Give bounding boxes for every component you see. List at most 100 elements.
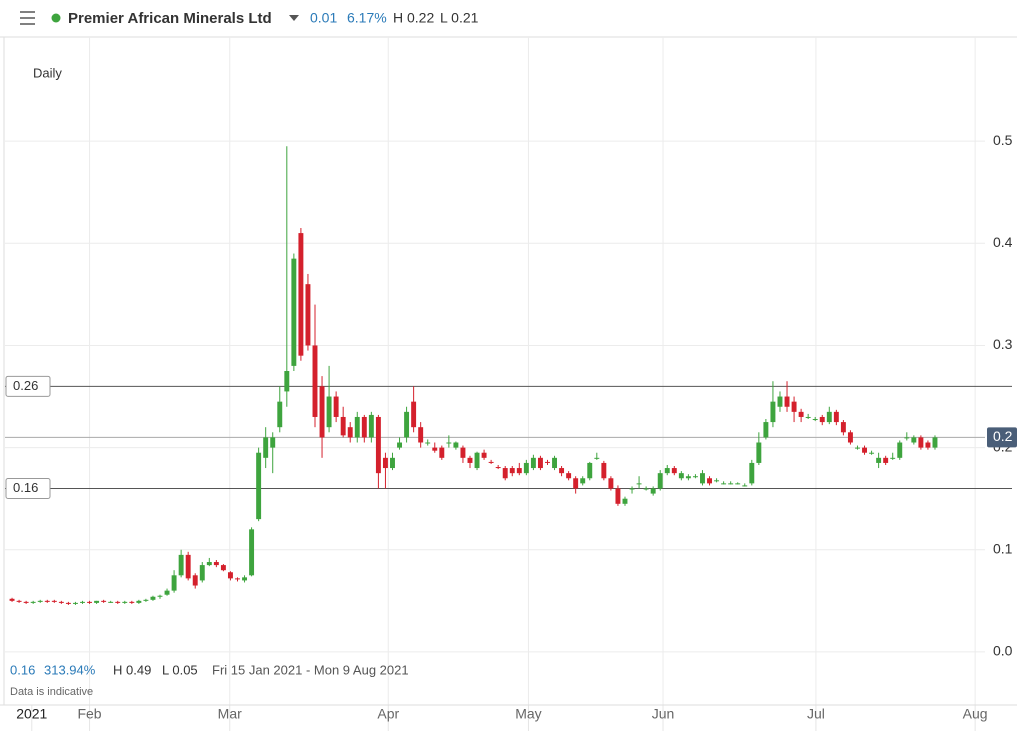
candle-body xyxy=(397,442,403,448)
x-tick-label: Apr xyxy=(377,706,399,722)
candle-body xyxy=(375,416,381,474)
candle-body xyxy=(94,600,100,603)
candle-body xyxy=(735,483,741,485)
interval-label: Daily xyxy=(33,65,62,80)
candle-body xyxy=(270,437,276,448)
candle-body xyxy=(143,599,149,601)
level-tag xyxy=(5,477,51,499)
candle-body xyxy=(425,442,431,444)
candle-body xyxy=(728,483,734,485)
instrument-name[interactable]: Premier African Minerals Ltd xyxy=(68,10,272,27)
candle-body xyxy=(65,602,71,604)
candle-body xyxy=(58,601,64,603)
candle-body xyxy=(918,437,924,448)
x-tick-label: Feb xyxy=(77,706,101,722)
candle-body xyxy=(220,565,226,571)
candle-body xyxy=(284,371,290,392)
candle-body xyxy=(692,476,698,478)
last-price-tag xyxy=(987,427,1017,448)
candle-body xyxy=(770,401,776,423)
summary-last: 0.16 xyxy=(10,662,35,677)
header-low: L 0.21 xyxy=(440,10,479,26)
candle-body xyxy=(714,480,720,482)
status-dot xyxy=(51,13,61,23)
candle-body xyxy=(819,416,825,423)
candle-body xyxy=(150,596,156,600)
menu-icon[interactable] xyxy=(20,11,35,25)
candle-body xyxy=(883,457,889,463)
summary-change: 313.94% xyxy=(44,662,96,677)
candle-body xyxy=(721,483,727,485)
candle-body xyxy=(636,483,642,485)
candle-body xyxy=(678,473,684,479)
y-tick-label: 0.0 xyxy=(993,643,1013,659)
candle-body xyxy=(432,447,438,451)
x-tick-label: Mar xyxy=(218,706,242,722)
candle-body xyxy=(354,416,360,438)
candle-body xyxy=(242,577,248,581)
summary-high: H 0.49 xyxy=(113,662,151,677)
candle-body xyxy=(840,422,846,433)
x-tick-label: May xyxy=(515,706,541,722)
candle-body xyxy=(206,562,212,566)
header-high: H 0.22 xyxy=(393,10,434,26)
plot: 0.0 0.1 0.2 0.3 0.4 0.5 2021 Feb Mar Apr May Jun Jul… xyxy=(5,37,1017,731)
candle-body xyxy=(897,442,903,458)
candle-body xyxy=(904,437,910,439)
dropdown-arrow[interactable] xyxy=(289,15,299,21)
candle-body xyxy=(23,601,29,603)
candle-body xyxy=(368,414,374,438)
candle-body xyxy=(502,468,508,479)
candle-body xyxy=(650,488,656,494)
candle-body xyxy=(51,600,57,602)
candle-body xyxy=(439,447,445,458)
candle-body xyxy=(446,442,452,444)
candle-body xyxy=(707,478,712,484)
candle-body xyxy=(312,345,318,417)
y-tick-label: 0.1 xyxy=(993,540,1013,556)
x-tick-label: Jul xyxy=(807,706,825,722)
y-tick-label: 0.5 xyxy=(993,132,1013,148)
candle-body xyxy=(80,601,85,603)
candle-body xyxy=(164,590,170,595)
candle-body xyxy=(171,575,177,591)
last-price-label: 0.2 xyxy=(993,428,1013,444)
candle-body xyxy=(812,419,818,421)
candle-body xyxy=(185,554,191,579)
candle-body xyxy=(763,422,769,438)
candle-body xyxy=(509,468,515,474)
candle-body xyxy=(326,396,332,428)
candle-body xyxy=(495,467,501,469)
x-tick-label: Jun xyxy=(652,706,675,722)
candle-body xyxy=(777,396,783,407)
candle-body xyxy=(460,447,466,458)
candle-body xyxy=(545,461,550,463)
candle-body xyxy=(594,457,600,459)
candle-body xyxy=(855,447,860,449)
candle-body xyxy=(411,401,417,428)
candle-body xyxy=(664,468,670,474)
candle-body xyxy=(404,411,410,438)
candle-body xyxy=(876,457,882,463)
candle-body xyxy=(862,447,867,453)
candle-body xyxy=(319,386,325,438)
candle-body xyxy=(136,600,142,603)
candle-body xyxy=(382,457,388,469)
candle-body xyxy=(805,416,811,418)
candle-body xyxy=(488,461,494,463)
candle-body xyxy=(587,462,593,479)
candle-body xyxy=(700,473,705,484)
candle-body xyxy=(192,575,198,586)
candle-body xyxy=(16,600,22,602)
candle-body xyxy=(256,452,262,520)
candle-body xyxy=(791,401,797,412)
candle-body xyxy=(453,442,459,448)
candle-body xyxy=(263,437,269,458)
candle-body xyxy=(361,416,367,438)
candle-body xyxy=(235,578,240,580)
candle-body xyxy=(601,462,607,479)
candle-body xyxy=(333,396,339,417)
candle-body xyxy=(826,411,832,423)
